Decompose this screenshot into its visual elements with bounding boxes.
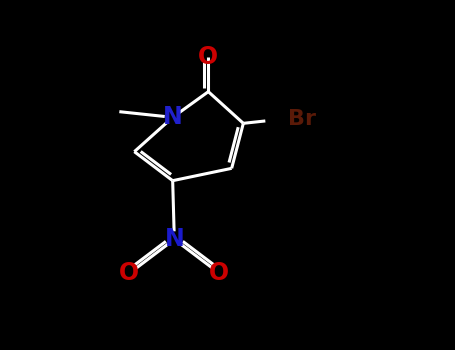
Text: N: N (164, 228, 184, 251)
Text: O: O (119, 261, 139, 285)
Text: Br: Br (288, 109, 316, 129)
Text: N: N (163, 105, 182, 130)
Text: O: O (198, 45, 218, 69)
Text: O: O (209, 261, 229, 285)
